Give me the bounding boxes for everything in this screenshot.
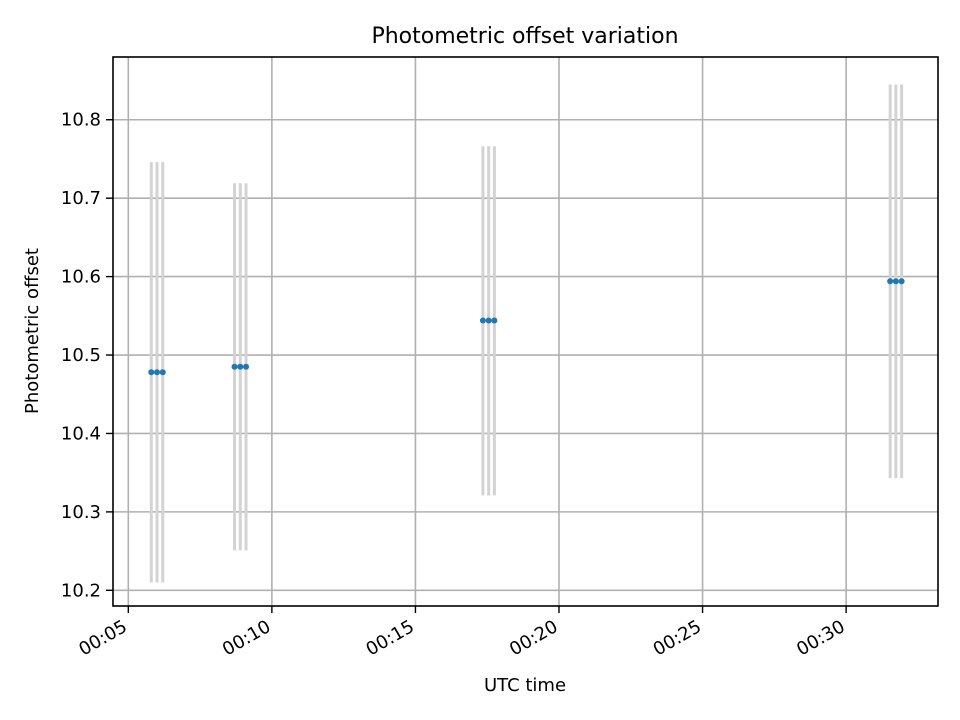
data-point (892, 278, 899, 285)
y-axis-label: Photometric offset (22, 248, 43, 414)
data-point (898, 278, 905, 285)
y-tick-label: 10.8 (61, 110, 101, 131)
data-point (159, 369, 166, 376)
data-point (237, 363, 244, 370)
plot-area (113, 57, 938, 606)
y-axis-ticks: 10.2 10.3 10.4 10.5 10.6 10.7 10.8 (61, 110, 113, 601)
data-point (887, 278, 894, 285)
data-point (243, 363, 250, 370)
grid (113, 57, 938, 606)
y-tick-label: 10.5 (61, 345, 101, 366)
data-point (479, 317, 486, 324)
data-points (148, 278, 905, 376)
data-point (148, 369, 155, 376)
y-tick-label: 10.2 (61, 580, 101, 601)
data-point (231, 363, 238, 370)
plot-frame (112, 56, 939, 607)
x-axis-label: UTC time (484, 675, 566, 696)
data-point (491, 317, 498, 324)
data-point (154, 369, 161, 376)
data-point (485, 317, 492, 324)
y-tick-label: 10.4 (61, 423, 101, 444)
y-tick-label: 10.6 (61, 267, 101, 288)
y-tick-label: 10.7 (61, 188, 101, 209)
chart-title: Photometric offset variation (371, 24, 678, 49)
y-tick-label: 10.3 (61, 502, 101, 523)
